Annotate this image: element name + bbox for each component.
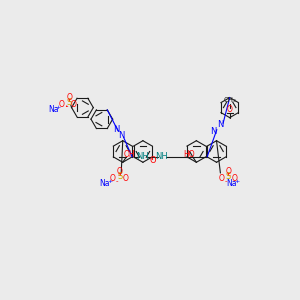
Text: Na: Na bbox=[99, 179, 110, 188]
Text: Na: Na bbox=[49, 105, 59, 114]
Text: O: O bbox=[66, 93, 72, 102]
Text: +: + bbox=[107, 179, 112, 184]
Text: O: O bbox=[150, 156, 156, 165]
Text: O: O bbox=[225, 167, 231, 176]
Text: +: + bbox=[56, 105, 61, 110]
Text: O: O bbox=[71, 100, 77, 109]
Text: O: O bbox=[122, 174, 128, 183]
Text: S: S bbox=[67, 98, 72, 107]
Text: N: N bbox=[112, 125, 119, 134]
Text: N: N bbox=[210, 127, 216, 136]
Text: -: - bbox=[115, 178, 118, 184]
Text: O: O bbox=[231, 174, 237, 183]
Text: -: - bbox=[66, 103, 68, 109]
Text: CH₃: CH₃ bbox=[223, 97, 236, 103]
Text: O: O bbox=[219, 174, 225, 183]
Text: O: O bbox=[117, 167, 123, 176]
Text: NH: NH bbox=[136, 152, 148, 161]
Text: S: S bbox=[117, 172, 122, 182]
Text: Na: Na bbox=[226, 179, 236, 188]
Text: NH: NH bbox=[155, 152, 168, 161]
Text: N: N bbox=[118, 131, 124, 140]
Text: HO: HO bbox=[183, 150, 194, 159]
Text: O: O bbox=[227, 105, 233, 114]
Text: OH: OH bbox=[123, 150, 135, 159]
Text: N: N bbox=[218, 120, 224, 129]
Text: O: O bbox=[110, 174, 116, 183]
Text: -: - bbox=[225, 178, 227, 184]
Text: •: • bbox=[64, 104, 67, 109]
Text: S: S bbox=[226, 172, 231, 182]
Text: +: + bbox=[234, 179, 239, 184]
Text: O: O bbox=[58, 100, 64, 109]
